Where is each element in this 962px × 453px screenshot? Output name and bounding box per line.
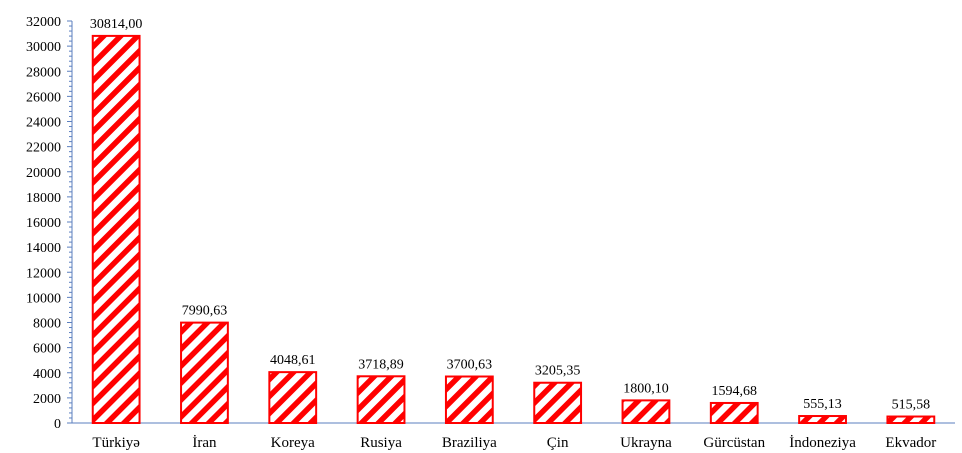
y-tick-label: 2000 — [33, 392, 61, 407]
bar — [798, 415, 847, 425]
category-label: İran — [192, 435, 217, 451]
bars — [91, 34, 936, 425]
y-tick-label: 26000 — [26, 90, 61, 105]
bar — [533, 381, 583, 424]
data-labels: 30814,00 7990,63 4048,61 3718,89 3700,63 3205… — [90, 17, 930, 413]
category-label: Ekvador — [885, 435, 936, 451]
bar — [621, 399, 671, 424]
y-tick-label: 16000 — [26, 216, 61, 231]
y-tick-label: 20000 — [26, 166, 61, 181]
y-tick-label: 24000 — [26, 116, 61, 131]
bar — [709, 401, 759, 424]
y-tick-label: 12000 — [26, 266, 61, 281]
data-label: 555,13 — [803, 397, 842, 412]
bar — [180, 321, 229, 424]
y-tick-label: 22000 — [26, 141, 61, 156]
data-label: 4048,61 — [270, 353, 316, 368]
bar — [444, 375, 494, 424]
bar — [91, 34, 141, 424]
category-labels: Türkiyə İran Koreya Rusiya Braziliya Çin Ukray… — [92, 435, 936, 451]
y-tick-label: 28000 — [26, 65, 61, 80]
bar — [268, 371, 318, 425]
y-tick-label: 32000 — [26, 15, 61, 30]
data-label: 515,58 — [892, 398, 931, 413]
category-label: İndoneziya — [789, 435, 856, 451]
category-label: Türkiyə — [92, 435, 140, 451]
y-tick-label: 8000 — [33, 317, 61, 332]
data-label: 30814,00 — [90, 17, 143, 32]
category-label: Ukrayna — [620, 435, 672, 451]
y-tick-label: 10000 — [26, 291, 61, 306]
data-label: 3700,63 — [447, 358, 493, 373]
y-tick-label: 14000 — [26, 241, 61, 256]
data-label: 1594,68 — [712, 384, 758, 399]
y-axis: 0 2000 4000 6000 8000 10000 12000 14000 16000 180… — [26, 15, 73, 432]
category-label: Braziliya — [442, 435, 497, 451]
y-tick-label: 18000 — [26, 191, 61, 206]
category-label: Rusiya — [360, 435, 402, 451]
data-label: 3718,89 — [358, 357, 404, 372]
data-label: 7990,63 — [182, 304, 228, 319]
bar — [356, 375, 406, 424]
y-tick-label: 6000 — [33, 342, 61, 357]
data-label: 3205,35 — [535, 364, 581, 379]
bar — [886, 415, 936, 425]
y-tick-label: 0 — [54, 417, 61, 432]
data-label: 1800,10 — [623, 381, 669, 396]
category-label: Koreya — [271, 435, 315, 451]
category-label: Gürcüstan — [703, 435, 765, 451]
y-tick-label: 30000 — [26, 40, 61, 55]
y-tick-label: 4000 — [33, 367, 61, 382]
category-label: Çin — [547, 435, 569, 451]
